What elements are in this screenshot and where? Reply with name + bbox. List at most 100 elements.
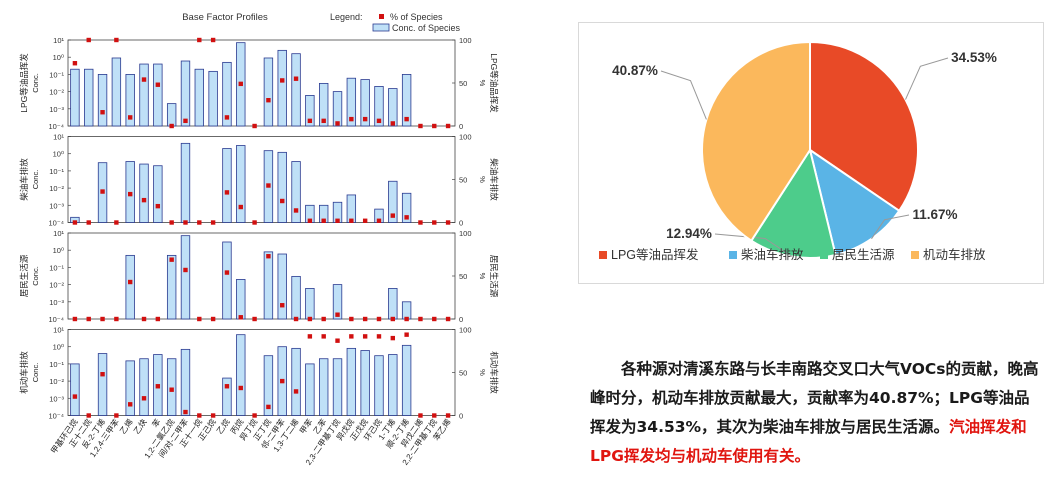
conc-bar [180,60,191,127]
pct-marker [86,37,91,43]
pie-value-label: 12.94% [666,226,712,241]
y-right-axis-label: % [478,176,487,183]
pct-marker [376,218,382,223]
pct-marker [307,218,313,223]
conc-bar [305,363,315,416]
conc-bar [180,142,191,223]
pct-marker [210,413,216,418]
pct-marker [404,215,409,220]
pct-marker [100,110,105,115]
y-right-axis-label: % [478,273,487,280]
pct-marker [210,316,216,322]
pct-marker [321,316,326,322]
conc-bar [332,284,343,320]
pct-marker [349,218,354,223]
pct-marker [141,77,147,82]
factor-profiles-title: Base Factor Profiles [182,12,268,23]
y-left-tick-label: 10⁻² [49,88,64,97]
pct-marker [432,316,437,322]
pct-marker [445,123,451,129]
y-left-tick-label: 10⁰ [53,343,64,352]
y-left-axis-label: Conc. [31,363,40,383]
y-left-tick-label: 10⁻³ [49,105,64,114]
pct-marker [362,218,368,223]
y-right-tick-label: 0 [459,122,463,131]
pie-leader-line [905,57,949,100]
pie-leader-line [714,233,793,257]
pie-legend-swatch [820,251,828,259]
pct-marker [86,220,91,225]
pie-legend-label: 柴油车排放 [741,247,804,262]
y-right-tick-label: 50 [459,176,467,185]
pct-marker [155,384,161,389]
conc-bar [125,74,135,127]
pct-marker [127,402,133,407]
conc-bar [153,63,163,127]
pct-marker [307,118,313,124]
pct-marker [183,267,188,273]
conc-bar [70,363,80,416]
y-left-tick-label: 10⁻⁴ [48,315,64,324]
factor-name-label: 居民生活源 [19,254,29,297]
pct-marker [155,82,161,87]
y-left-tick-label: 10⁰ [53,53,64,62]
y-left-tick-label: 10⁻¹ [49,360,64,369]
pct-marker [307,334,313,339]
pct-marker [183,220,188,225]
pct-marker [390,316,396,322]
factor-name-label-right: LPG等油品挥发 [489,53,499,113]
factor-name-label-right: 柴油车排放 [489,158,499,201]
y-left-tick-label: 10¹ [53,133,64,142]
pct-marker [224,384,230,389]
conc-bar [346,194,357,223]
conc-bar [222,241,232,320]
pct-marker [169,220,174,225]
factor-name-label: LPG等油品挥发 [19,53,29,113]
pct-marker [293,76,299,81]
pie-leader-line [871,214,910,240]
pct-marker [127,279,133,285]
pie-slice [809,40,919,213]
factor-name-label: 机动车排放 [19,351,29,394]
pct-marker [183,409,188,415]
conc-bar [401,192,412,223]
conc-bar [388,180,398,223]
pct-marker [418,123,423,129]
pct-marker [127,115,133,120]
pie-slice [701,40,811,243]
pct-marker [335,218,340,223]
conc-bar [194,68,204,127]
conc-bar [263,57,274,127]
pct-marker [266,254,271,259]
pct-marker [293,389,299,394]
conc-bar [332,358,343,416]
pct-marker [197,220,202,225]
pct-marker [169,387,174,392]
pct-marker [376,334,382,339]
legend-conc-label: Conc. of Species [392,23,461,33]
legend-conc-swatch [372,23,390,32]
pct-marker [376,316,382,322]
pie-chart-panel: 34.53% 11.67% 12.94% 40.87% LPG等油品挥发 柴油车排放 居民生… [578,22,1044,284]
pct-marker [224,270,230,275]
pct-marker [362,116,368,122]
pct-marker [114,413,119,418]
pct-marker [100,316,105,322]
conc-bar [125,254,135,320]
pct-marker [349,316,354,322]
pct-marker [293,208,299,213]
pie-slice [808,147,901,257]
pct-marker [114,220,119,225]
pct-marker [418,413,423,418]
x-tick-label: 乙烷 [214,417,231,436]
pct-marker [127,191,133,197]
pct-marker [376,118,382,124]
y-right-axis-label: % [478,369,487,376]
conc-bar [305,95,315,127]
pct-marker [362,316,368,322]
conc-bar [277,253,287,320]
